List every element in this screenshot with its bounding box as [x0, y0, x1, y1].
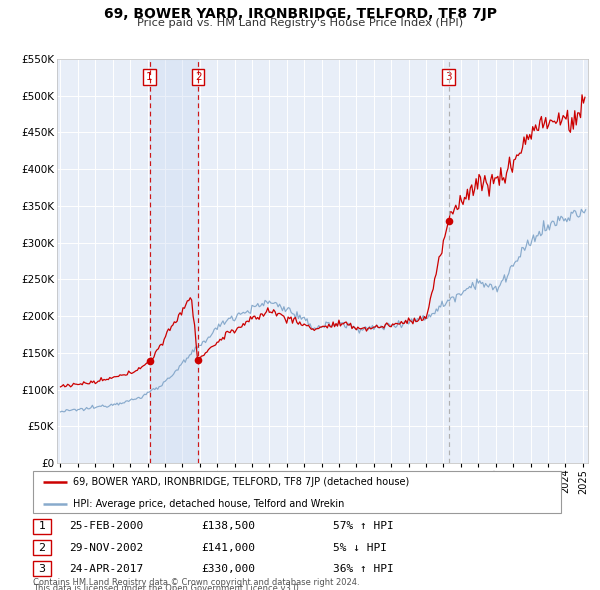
- Text: 2: 2: [195, 72, 202, 82]
- Bar: [149, 59, 198, 463]
- Text: Contains HM Land Registry data © Crown copyright and database right 2024.: Contains HM Land Registry data © Crown c…: [33, 578, 359, 587]
- Text: 29-NOV-2002: 29-NOV-2002: [69, 543, 143, 552]
- Text: 57% ↑ HPI: 57% ↑ HPI: [333, 522, 394, 531]
- Text: £138,500: £138,500: [201, 522, 255, 531]
- Text: 25-FEB-2000: 25-FEB-2000: [69, 522, 143, 531]
- Text: 2: 2: [38, 543, 46, 552]
- Text: 3: 3: [38, 564, 46, 573]
- Text: 36% ↑ HPI: 36% ↑ HPI: [333, 564, 394, 573]
- Text: 1: 1: [146, 72, 153, 82]
- Text: This data is licensed under the Open Government Licence v3.0.: This data is licensed under the Open Gov…: [33, 584, 301, 590]
- Text: 1: 1: [38, 522, 46, 531]
- Text: HPI: Average price, detached house, Telford and Wrekin: HPI: Average price, detached house, Telf…: [73, 499, 344, 509]
- Text: Price paid vs. HM Land Registry's House Price Index (HPI): Price paid vs. HM Land Registry's House …: [137, 18, 463, 28]
- Text: 5% ↓ HPI: 5% ↓ HPI: [333, 543, 387, 552]
- Text: £141,000: £141,000: [201, 543, 255, 552]
- Text: 3: 3: [445, 72, 452, 82]
- Text: 69, BOWER YARD, IRONBRIDGE, TELFORD, TF8 7JP: 69, BOWER YARD, IRONBRIDGE, TELFORD, TF8…: [104, 7, 497, 21]
- Text: 24-APR-2017: 24-APR-2017: [69, 564, 143, 573]
- Text: 69, BOWER YARD, IRONBRIDGE, TELFORD, TF8 7JP (detached house): 69, BOWER YARD, IRONBRIDGE, TELFORD, TF8…: [73, 477, 409, 487]
- Text: £330,000: £330,000: [201, 564, 255, 573]
